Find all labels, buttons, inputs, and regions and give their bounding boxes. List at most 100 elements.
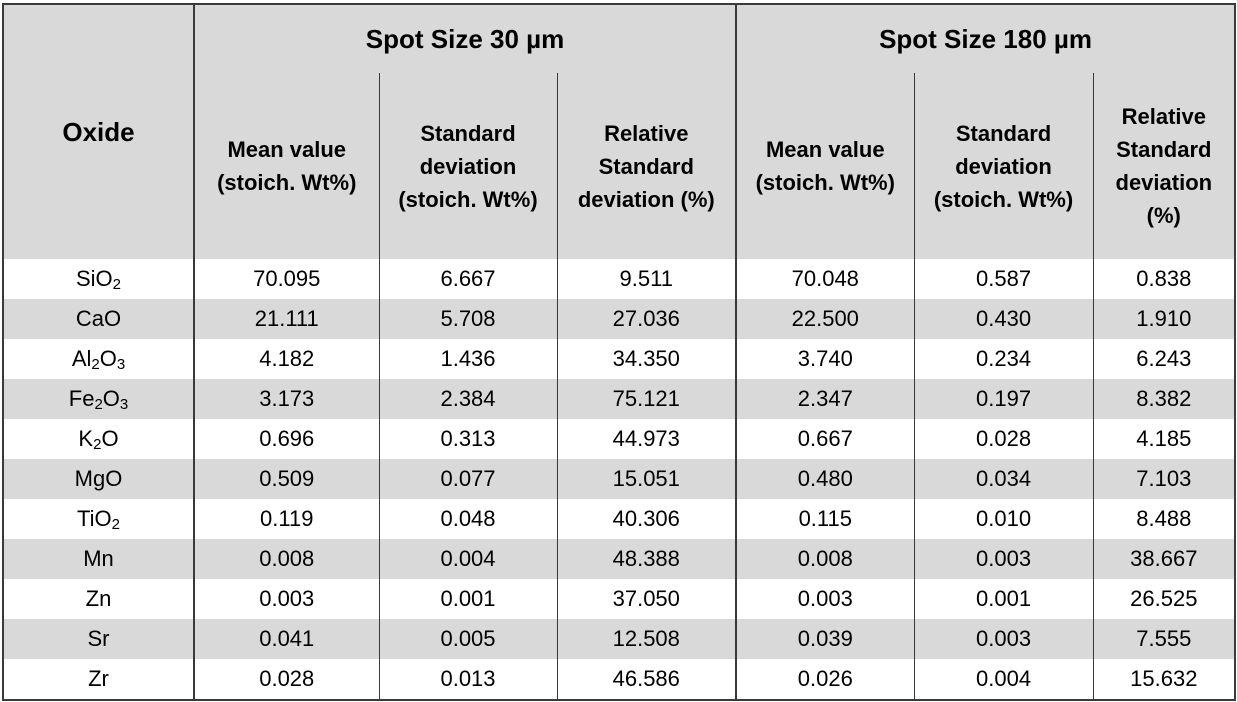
std-30-cell: 6.667 (378, 259, 557, 299)
mean-180-cell: 0.026 (735, 659, 915, 700)
mean-180-cell: 0.480 (735, 459, 915, 499)
std-180-cell: 0.197 (913, 379, 1094, 419)
mean-180-cell: 70.048 (735, 259, 915, 299)
oxide-cell: Sr (3, 619, 194, 659)
std-30-cell: 2.384 (378, 379, 557, 419)
rsd-180-cell: 26.525 (1092, 579, 1236, 619)
std-180-cell: 0.004 (913, 659, 1094, 700)
rsd-30-cell: 48.388 (556, 539, 737, 579)
mean-180-cell: 22.500 (735, 299, 915, 339)
oxide-cell: CaO (3, 299, 194, 339)
mean-30-cell: 0.008 (193, 539, 379, 579)
rsd-180-cell: 1.910 (1092, 299, 1236, 339)
std-30-cell: 0.004 (378, 539, 557, 579)
oxide-composition-table: Oxide Spot Size 30 µm Spot Size 180 µm M… (2, 3, 1237, 701)
oxide-cell: SiO2 (3, 259, 194, 299)
std-180-cell: 0.003 (913, 539, 1094, 579)
std-30-cell: 1.436 (378, 339, 557, 379)
rsd-180-cell: 6.243 (1092, 339, 1236, 379)
std-180-cell: 0.028 (913, 419, 1094, 459)
oxide-cell: Zn (3, 579, 194, 619)
mean-30-cell: 0.003 (193, 579, 379, 619)
mean-180-cell: 2.347 (735, 379, 915, 419)
mean-30-cell: 0.119 (193, 499, 379, 539)
table-row: Sr 0.041 0.005 12.508 0.039 0.003 7.555 (3, 619, 1236, 659)
oxide-cell: K2O (3, 419, 194, 459)
mean-30-cell: 70.095 (193, 259, 379, 299)
std-30-cell: 0.048 (378, 499, 557, 539)
oxide-cell: Zr (3, 659, 194, 700)
table-row: Fe2O3 3.173 2.384 75.121 2.347 0.197 8.3… (3, 379, 1236, 419)
std-180-cell: 0.010 (913, 499, 1094, 539)
rsd-30-cell: 15.051 (556, 459, 737, 499)
table-row: Zn 0.003 0.001 37.050 0.003 0.001 26.525 (3, 579, 1236, 619)
std-30-cell: 0.013 (378, 659, 557, 700)
oxide-cell: MgO (3, 459, 194, 499)
rsd-30-cell: 40.306 (556, 499, 737, 539)
mean-30-cell: 4.182 (193, 339, 379, 379)
relative-std-deviation-30-header: Relative Standard deviation (%) (556, 73, 737, 259)
mean-30-cell: 3.173 (193, 379, 379, 419)
group-header-row: Oxide Spot Size 30 µm Spot Size 180 µm (3, 4, 1236, 259)
table-body: SiO2 70.095 6.667 9.511 70.048 0.587 0.8… (3, 259, 1236, 700)
table-row: Al2O3 4.182 1.436 34.350 3.740 0.234 6.2… (3, 339, 1236, 379)
std-deviation-30-header: Standard deviation (stoich. Wt%) (378, 73, 557, 259)
table-row: SiO2 70.095 6.667 9.511 70.048 0.587 0.8… (3, 259, 1236, 299)
spot-size-180-header: Spot Size 180 µm (735, 4, 1236, 73)
std-30-cell: 0.001 (378, 579, 557, 619)
spot-size-30-header: Spot Size 30 µm (192, 4, 737, 73)
mean-30-cell: 21.111 (193, 299, 379, 339)
mean-value-180-header: Mean value (stoich. Wt%) (735, 73, 915, 259)
table-row: MgO 0.509 0.077 15.051 0.480 0.034 7.103 (3, 459, 1236, 499)
mean-180-cell: 0.039 (735, 619, 915, 659)
rsd-30-cell: 75.121 (556, 379, 737, 419)
sub-header-row: Mean value (stoich. Wt%) Standard deviat… (3, 73, 1236, 259)
mean-30-cell: 0.041 (193, 619, 379, 659)
rsd-180-cell: 8.382 (1092, 379, 1236, 419)
mean-30-cell: 0.509 (193, 459, 379, 499)
mean-180-cell: 0.003 (735, 579, 915, 619)
std-180-cell: 0.234 (913, 339, 1094, 379)
std-180-cell: 0.003 (913, 619, 1094, 659)
mean-180-cell: 3.740 (735, 339, 915, 379)
rsd-180-cell: 15.632 (1092, 659, 1236, 700)
rsd-30-cell: 46.586 (556, 659, 737, 700)
std-180-cell: 0.034 (913, 459, 1094, 499)
mean-30-cell: 0.696 (193, 419, 379, 459)
std-180-cell: 0.587 (913, 259, 1094, 299)
rsd-180-cell: 7.103 (1092, 459, 1236, 499)
oxide-cell: Fe2O3 (3, 379, 194, 419)
rsd-180-cell: 0.838 (1092, 259, 1236, 299)
table-row: K2O 0.696 0.313 44.973 0.667 0.028 4.185 (3, 419, 1236, 459)
relative-std-deviation-180-header: Relative Standard deviation (%) (1092, 73, 1236, 259)
table-container: Oxide Spot Size 30 µm Spot Size 180 µm M… (2, 3, 1237, 701)
rsd-180-cell: 8.488 (1092, 499, 1236, 539)
mean-180-cell: 0.115 (735, 499, 915, 539)
table-row: CaO 21.111 5.708 27.036 22.500 0.430 1.9… (3, 299, 1236, 339)
rsd-180-cell: 4.185 (1092, 419, 1236, 459)
mean-180-cell: 0.008 (735, 539, 915, 579)
rsd-30-cell: 37.050 (556, 579, 737, 619)
oxide-cell: Al2O3 (3, 339, 194, 379)
rsd-30-cell: 27.036 (556, 299, 737, 339)
oxide-header: Oxide (3, 4, 194, 259)
std-30-cell: 5.708 (378, 299, 557, 339)
table-row: Mn 0.008 0.004 48.388 0.008 0.003 38.667 (3, 539, 1236, 579)
rsd-30-cell: 44.973 (556, 419, 737, 459)
rsd-180-cell: 7.555 (1092, 619, 1236, 659)
rsd-30-cell: 12.508 (556, 619, 737, 659)
rsd-180-cell: 38.667 (1092, 539, 1236, 579)
table-row: Zr 0.028 0.013 46.586 0.026 0.004 15.632 (3, 659, 1236, 700)
oxide-cell: Mn (3, 539, 194, 579)
std-30-cell: 0.077 (378, 459, 557, 499)
mean-value-30-header: Mean value (stoich. Wt%) (193, 73, 379, 259)
std-180-cell: 0.430 (913, 299, 1094, 339)
table-row: TiO2 0.119 0.048 40.306 0.115 0.010 8.48… (3, 499, 1236, 539)
std-deviation-180-header: Standard deviation (stoich. Wt%) (913, 73, 1094, 259)
oxide-cell: TiO2 (3, 499, 194, 539)
std-180-cell: 0.001 (913, 579, 1094, 619)
std-30-cell: 0.005 (378, 619, 557, 659)
mean-30-cell: 0.028 (193, 659, 379, 700)
rsd-30-cell: 9.511 (556, 259, 737, 299)
mean-180-cell: 0.667 (735, 419, 915, 459)
